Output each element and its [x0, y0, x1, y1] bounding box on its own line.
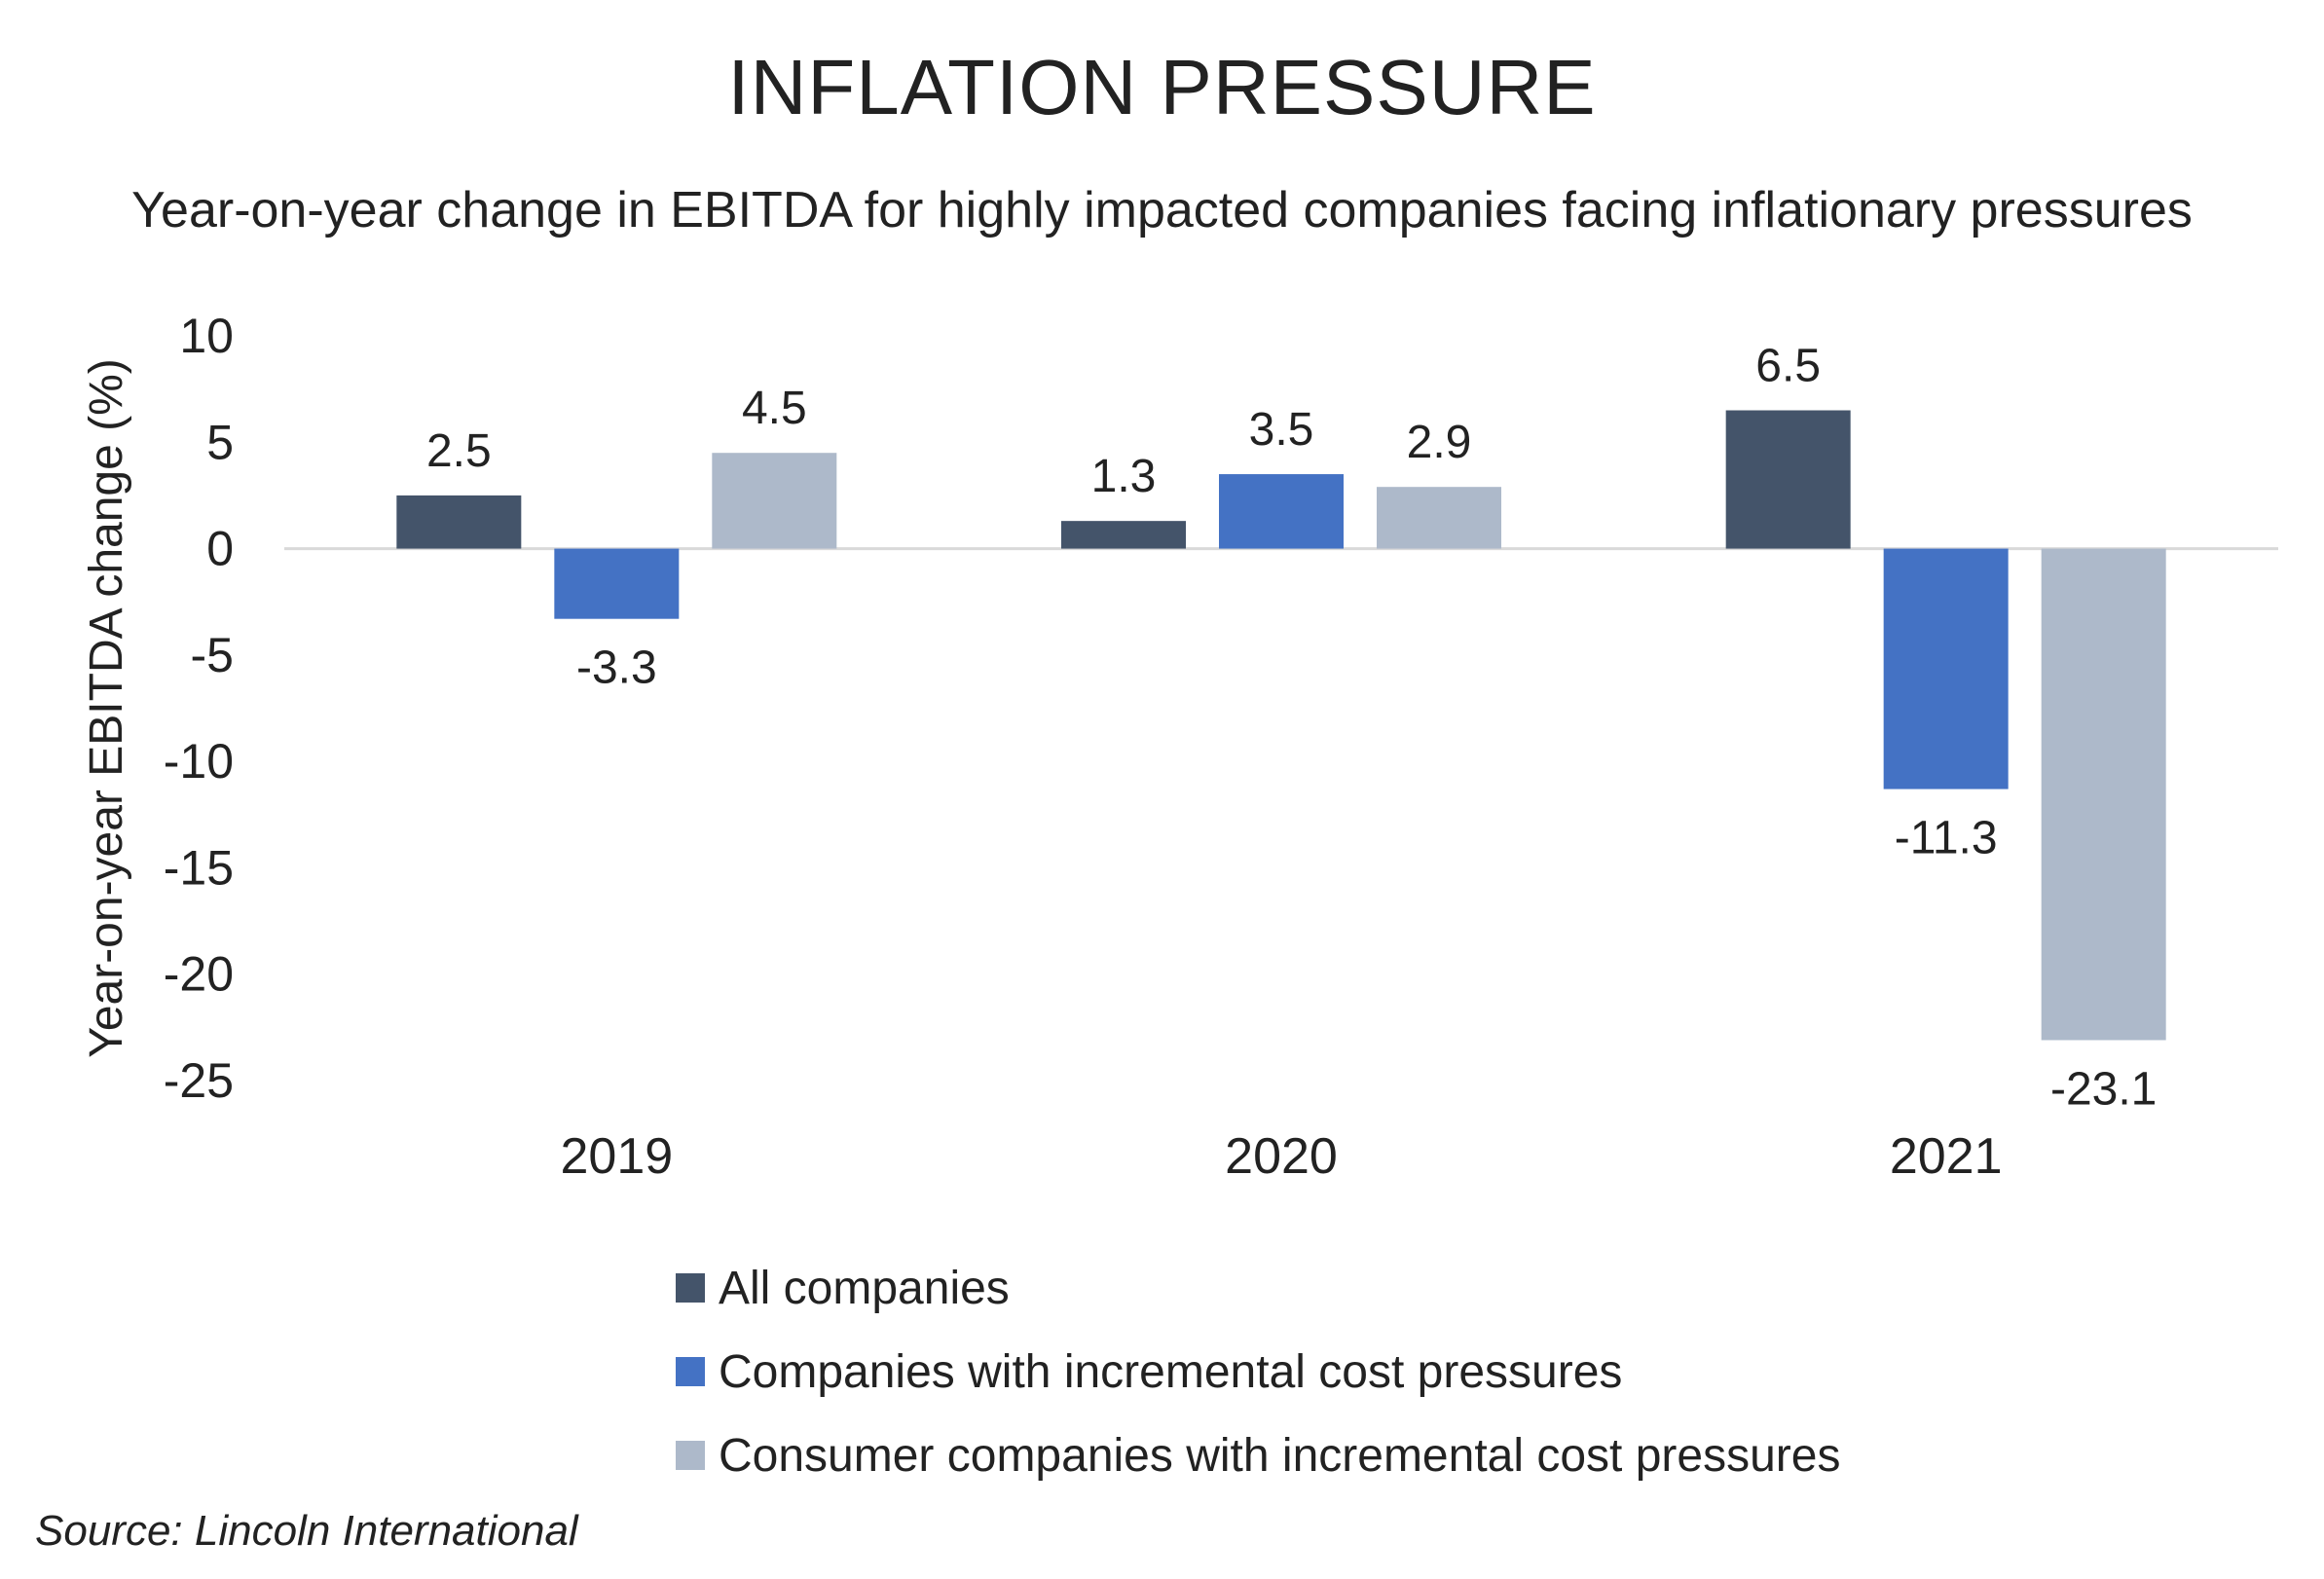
x-tick-label: 2020: [1225, 1128, 1338, 1185]
y-tick-label: -20: [164, 947, 234, 1002]
y-axis-title: Year-on-year EBITDA change (%): [81, 358, 132, 1058]
data-label: 2.9: [1407, 417, 1472, 468]
data-label: -11.3: [1895, 813, 1998, 864]
data-label: 1.3: [1091, 451, 1157, 502]
y-tick-label: 10: [179, 309, 234, 363]
y-tick-label: -25: [164, 1053, 234, 1108]
legend-swatch: [676, 1273, 705, 1303]
bar: [1725, 410, 1851, 549]
bar: [1061, 521, 1186, 549]
y-tick-label: -5: [191, 628, 234, 682]
bar: [712, 453, 837, 549]
data-label: -23.1: [2050, 1063, 2157, 1115]
x-tick-label: 2019: [560, 1128, 673, 1185]
legend-label: All companies: [719, 1262, 1010, 1314]
legend-label: Companies with incremental cost pressure…: [719, 1345, 1623, 1398]
bar: [1219, 474, 1344, 549]
legend-label: Consumer companies with incremental cost…: [719, 1429, 1841, 1482]
bar: [1377, 487, 1501, 549]
data-label: 2.5: [426, 425, 492, 477]
data-label: 6.5: [1755, 341, 1821, 392]
y-tick-label: 0: [206, 522, 234, 576]
y-tick-label: -10: [164, 734, 234, 789]
y-tick-label: 5: [206, 415, 234, 469]
data-label: 4.5: [742, 383, 807, 434]
x-tick-label: 2021: [1890, 1128, 2003, 1185]
data-label: 3.5: [1249, 404, 1314, 456]
legend: All companies Companies with incremental…: [676, 1246, 1840, 1497]
bar: [396, 495, 522, 549]
legend-item-all-companies: All companies: [676, 1246, 1840, 1330]
bar-chart: Year-on-year EBITDA change (%) 10 5 0 -5 -10…: [81, 309, 2278, 1185]
bar: [554, 548, 680, 619]
legend-item-incremental-cost: Companies with incremental cost pressure…: [676, 1330, 1840, 1414]
source-note: Source: Lincoln International: [35, 1507, 578, 1555]
bar: [1883, 548, 2009, 790]
bar: [2041, 548, 2166, 1041]
chart-title: INFLATION PRESSURE: [727, 44, 1597, 130]
data-label: -3.3: [576, 643, 657, 694]
chart-subtitle: Year-on-year change in EBITDA for highly…: [131, 182, 2193, 239]
legend-item-consumer-incremental-cost: Consumer companies with incremental cost…: [676, 1414, 1840, 1497]
y-tick-label: -15: [164, 840, 234, 895]
legend-swatch: [676, 1441, 705, 1470]
legend-swatch: [676, 1357, 705, 1386]
